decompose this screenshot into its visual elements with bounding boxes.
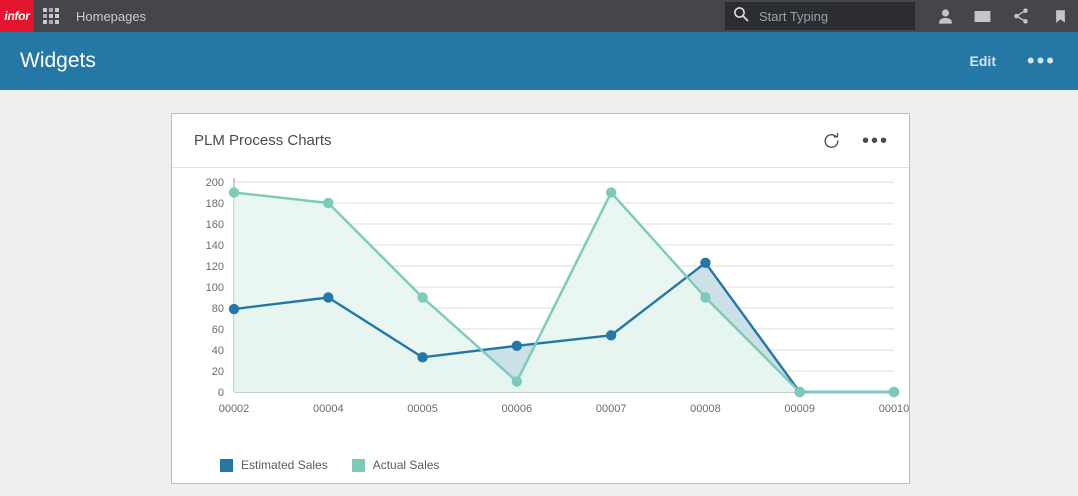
chart-x-axis: 00002 00004 00005 00006 00007 00008 00009 00010 (219, 403, 910, 415)
svg-text:100: 100 (206, 282, 224, 294)
search-box[interactable] (725, 2, 915, 30)
edit-button[interactable]: Edit (969, 53, 996, 69)
application-top-bar: infor Homepages (0, 0, 1078, 32)
svg-text:00008: 00008 (690, 403, 721, 415)
legend-item-2[interactable]: Actual Sales (351, 458, 440, 472)
chart-data-points[interactable] (228, 187, 900, 398)
svg-text:00006: 00006 (502, 403, 533, 415)
svg-text:80: 80 (212, 303, 224, 315)
legend-label: Actual Sales (372, 458, 440, 472)
page-title: Widgets (20, 49, 96, 72)
refresh-icon[interactable] (822, 131, 841, 150)
homepages-link[interactable]: Homepages (76, 8, 147, 24)
svg-text:140: 140 (206, 240, 224, 252)
app-grid-glyph (43, 8, 59, 24)
svg-text:40: 40 (212, 345, 224, 357)
search-input[interactable] (757, 7, 907, 25)
svg-text:200: 200 (206, 177, 224, 189)
svg-text:180: 180 (206, 198, 224, 210)
app-grid-icon[interactable] (34, 0, 68, 32)
user-icon[interactable] (926, 0, 964, 32)
infor-logo-text: infor (4, 9, 30, 23)
legend-swatch (351, 458, 365, 472)
search-icon (733, 6, 749, 27)
svg-text:20: 20 (212, 366, 224, 378)
widget-title: PLM Process Charts (194, 132, 332, 149)
infor-logo[interactable]: infor (0, 0, 34, 32)
chart-legend: Estimated Sales Actual Sales (220, 458, 439, 472)
page-header: Widgets Edit ••• (0, 32, 1078, 90)
mail-icon[interactable] (963, 0, 1001, 32)
widget-more-menu-button[interactable]: ••• (861, 129, 889, 152)
svg-text:160: 160 (206, 219, 224, 231)
svg-text:00010: 00010 (879, 403, 910, 415)
svg-text:0: 0 (218, 387, 224, 399)
legend-item-1[interactable]: Estimated Sales (220, 458, 328, 472)
svg-text:00002: 00002 (219, 403, 250, 415)
svg-text:00009: 00009 (784, 403, 815, 415)
svg-text:00007: 00007 (596, 403, 627, 415)
page-more-menu-button[interactable]: ••• (1026, 48, 1056, 73)
share-icon[interactable] (1002, 0, 1040, 32)
chart-series-lines (232, 191, 896, 394)
legend-swatch (220, 458, 233, 472)
svg-text:120: 120 (206, 261, 224, 273)
widget-header: PLM Process Charts ••• (172, 114, 909, 168)
svg-text:00004: 00004 (313, 403, 344, 415)
chart-series-areas (234, 192, 894, 392)
svg-text:00005: 00005 (407, 403, 438, 415)
svg-text:60: 60 (212, 324, 224, 336)
legend-label: Estimated Sales (241, 458, 328, 472)
chart-y-axis: 0 20 40 60 80 100 120 140 160 180 200 (206, 177, 224, 399)
widget-card: PLM Process Charts ••• 0 20 40 60 80 100 120 14… (171, 113, 910, 484)
bookmark-icon[interactable] (1041, 0, 1078, 32)
plm-process-chart: 0 20 40 60 80 100 120 140 160 180 200 00002 00004 00… (172, 168, 910, 484)
